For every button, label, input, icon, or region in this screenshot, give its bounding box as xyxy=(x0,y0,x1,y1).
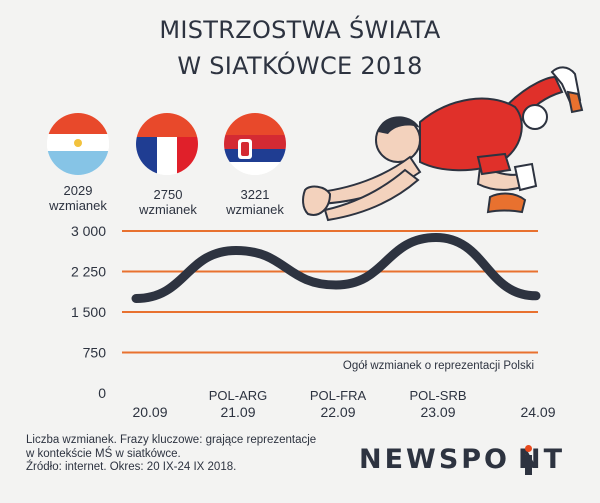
y-tick-label: 750 xyxy=(83,345,107,361)
logo-dot-icon xyxy=(525,445,532,452)
y-tick-label: 3 000 xyxy=(71,223,106,239)
serbia-count: 3221 wzmianek xyxy=(226,187,284,217)
y-tick-label: 2 250 xyxy=(71,264,106,280)
x-tick-label: 20.09 xyxy=(132,404,167,420)
line-chart: 0 750 1 500 2 250 3 000 Ogół wzmianek o repre… xyxy=(71,223,556,420)
x-tick-label: 22.09 xyxy=(320,404,355,420)
france-flag-icon xyxy=(136,113,198,175)
y-tick-label: 0 xyxy=(98,385,106,401)
logo-i-stem xyxy=(525,455,532,475)
footnote-line2: w kontekście MŚ w siatkówce. xyxy=(26,447,181,460)
footnote-line1: Liczba wzmianek. Frazy kluczowe: grające… xyxy=(26,434,317,446)
x-tick-label: 23.09 xyxy=(420,404,455,420)
logo-text: NEWSPO NT xyxy=(359,444,566,475)
argentina-count: 2029 wzmianek xyxy=(49,183,107,213)
y-tick-label: 1 500 xyxy=(71,304,106,320)
footnote: Liczba wzmianek. Frazy kluczowe: grające… xyxy=(26,434,316,475)
series-annotation: Ogół wzmianek o reprezentacji Polski xyxy=(343,360,534,372)
chart-title-line1: MISTRZOSTWA ŚWIATA xyxy=(159,16,441,44)
match-label: POL-SRB xyxy=(409,388,466,403)
newspoint-logo: NEWSPO NT xyxy=(359,444,565,475)
x-tick-label: 24.09 xyxy=(520,404,555,420)
france-count: 2750 wzmianek xyxy=(139,187,197,217)
volleyball-player-illustration xyxy=(302,66,584,222)
chart-title-line2: W SIATKÓWCE 2018 xyxy=(177,52,423,80)
match-label: POL-ARG xyxy=(209,388,268,403)
match-label: POL-FRA xyxy=(310,388,367,403)
x-tick-label: 21.09 xyxy=(220,404,255,420)
series-line xyxy=(131,232,541,303)
footnote-line3: Źródło: internet. Okres: 20 IX-24 IX 201… xyxy=(26,461,237,473)
